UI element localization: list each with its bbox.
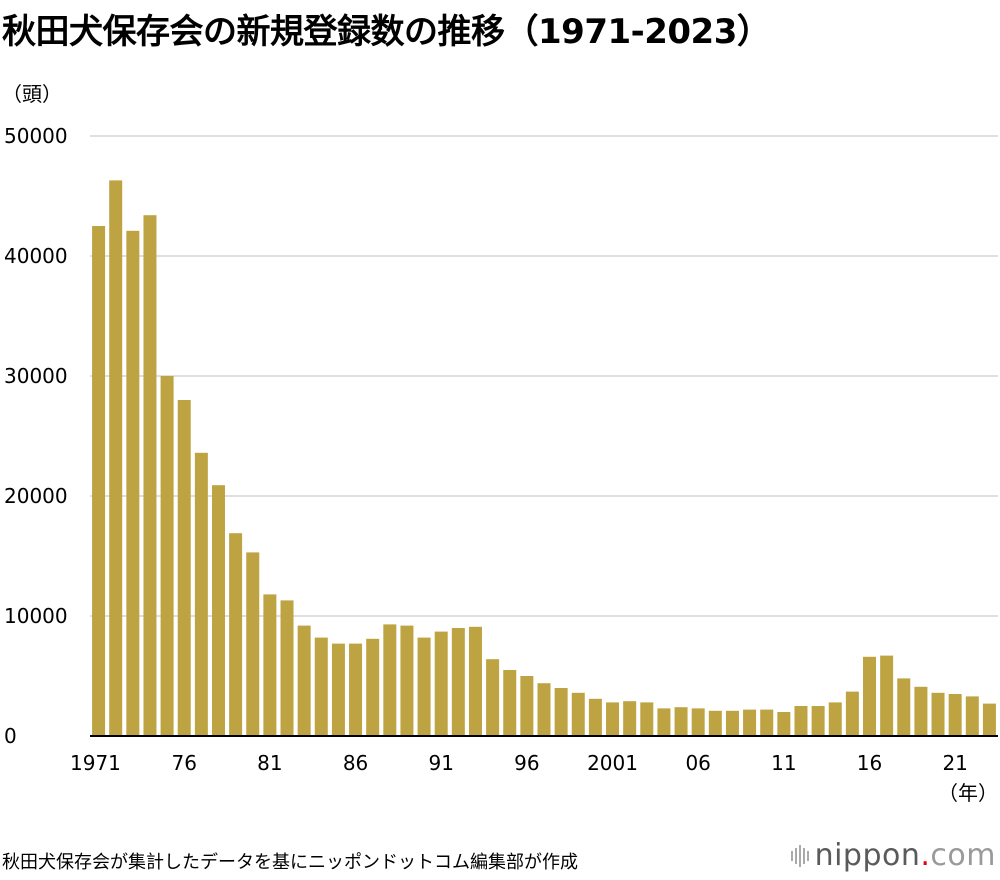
bar-1999 [571,692,585,736]
bar-1987 [366,638,380,736]
bar-1988 [383,624,397,736]
bar-1974 [143,215,157,736]
y-tick-label: 40000 [4,244,68,268]
bar-1973 [126,230,140,737]
y-tick-label: 50000 [4,124,68,148]
gridlines [90,135,998,617]
bar-2016 [863,656,877,736]
bar-2012 [794,706,808,736]
x-tick-label: 2001 [587,751,638,775]
bar-2019 [914,686,928,736]
bar-2021 [948,694,962,736]
bar-2008 [725,710,739,736]
bar-1982 [280,600,294,736]
bar-1975 [160,376,174,736]
bar-2003 [640,702,654,736]
x-tick-label: 06 [685,751,710,775]
x-tick-label: 86 [343,751,368,775]
bar-1991 [434,631,448,736]
x-tick-labels: 1971 76 81 86 91 96 2001 06 11 16 21 [70,751,968,775]
bar-2007 [708,710,722,736]
bar-2002 [623,701,637,736]
bar-2018 [897,678,911,736]
bar-1989 [400,625,414,736]
bar-2023 [982,703,996,736]
bar-2014 [828,702,842,736]
x-axis-label: （年） [938,781,998,805]
bar-1977 [194,452,208,736]
bar-2000 [588,698,602,736]
bar-1993 [468,626,482,736]
bar-2015 [845,691,859,736]
x-tick-label: 1971 [70,751,121,775]
bar-2005 [674,707,688,736]
nippon-logo[interactable]: nippon. com [790,838,996,873]
bar-1990 [417,637,431,736]
bar-1998 [554,688,568,736]
logo-mark-icon [790,844,809,867]
x-tick-label: 16 [857,751,882,775]
y-tick-label: 30000 [4,364,68,388]
bar-2020 [931,692,945,736]
source-note: 秋田犬保存会が集計したデータを基にニッポンドットコム編集部が作成 [2,852,578,873]
bar-2017 [880,655,894,736]
bar-1985 [331,643,345,736]
bar-1986 [349,643,363,736]
y-axis-label: （頭） [2,82,62,106]
bar-2009 [743,709,757,736]
bar-2004 [657,708,671,736]
bar-1980 [246,552,260,736]
y-tick-label: 10000 [4,604,68,628]
bar-1994 [486,659,500,736]
x-tick-label: 81 [257,751,282,775]
logo-suffix: com [930,838,996,873]
bar-1992 [451,628,465,736]
bar-1976 [177,400,191,736]
logo-text: nippon [814,838,921,873]
x-tick-label: 21 [942,751,967,775]
bar-1997 [537,683,551,736]
bar-1972 [109,180,123,736]
x-tick-label: 96 [514,751,539,775]
x-tick-label: 11 [771,751,796,775]
bar-series [92,180,996,737]
bar-1983 [297,625,311,736]
bar-2011 [777,712,791,736]
bar-1996 [520,676,534,736]
bar-1995 [503,670,517,736]
bar-1971 [92,226,106,736]
bar-2013 [811,706,825,736]
x-tick-label: 76 [171,751,196,775]
logo-dot: . [920,838,931,873]
bar-2010 [760,709,774,736]
bar-1984 [314,637,328,736]
y-tick-label: 0 [4,724,17,748]
y-tick-labels: 0 10000 20000 30000 40000 50000 [4,124,68,748]
bar-1979 [229,533,243,736]
bar-2006 [691,708,705,736]
chart-title: 秋田犬保存会の新規登録数の推移（1971-2023） [2,12,771,52]
bar-2022 [965,696,979,736]
x-tick-label: 91 [428,751,453,775]
bar-1978 [211,485,225,736]
bar-1981 [263,594,277,736]
y-tick-label: 20000 [4,484,68,508]
bar-2001 [606,702,620,736]
